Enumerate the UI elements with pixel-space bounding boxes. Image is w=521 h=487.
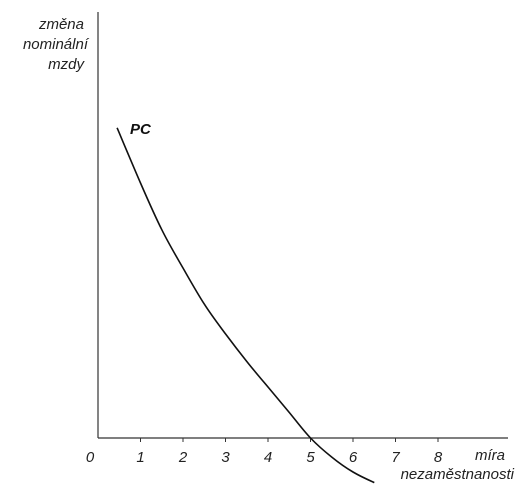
x-tick-label-6: 6 — [349, 449, 358, 466]
x-tick-labels: 1 2 3 4 5 6 7 8 — [136, 438, 443, 466]
x-tick-label-7: 7 — [391, 449, 400, 466]
pc-curve — [116, 127, 375, 484]
x-tick-label-3: 3 — [221, 449, 230, 466]
x-tick-label-2: 2 — [178, 449, 188, 466]
x-tick-label-5: 5 — [306, 449, 315, 466]
origin-label: 0 — [86, 449, 95, 466]
x-axis-label-line-1: míra — [475, 447, 505, 464]
y-axis-label-line-2: nominální — [23, 36, 90, 53]
x-tick-label-8: 8 — [434, 449, 443, 466]
x-tick-label-4: 4 — [264, 449, 272, 466]
x-axis-label-line-2: nezaměstnanosti — [401, 466, 515, 483]
pc-curve-label: PC — [130, 121, 152, 138]
y-axis-label-line-3: mzdy — [48, 56, 85, 73]
y-axis-label-line-1: změna — [38, 16, 84, 33]
x-tick-label-1: 1 — [136, 449, 144, 466]
